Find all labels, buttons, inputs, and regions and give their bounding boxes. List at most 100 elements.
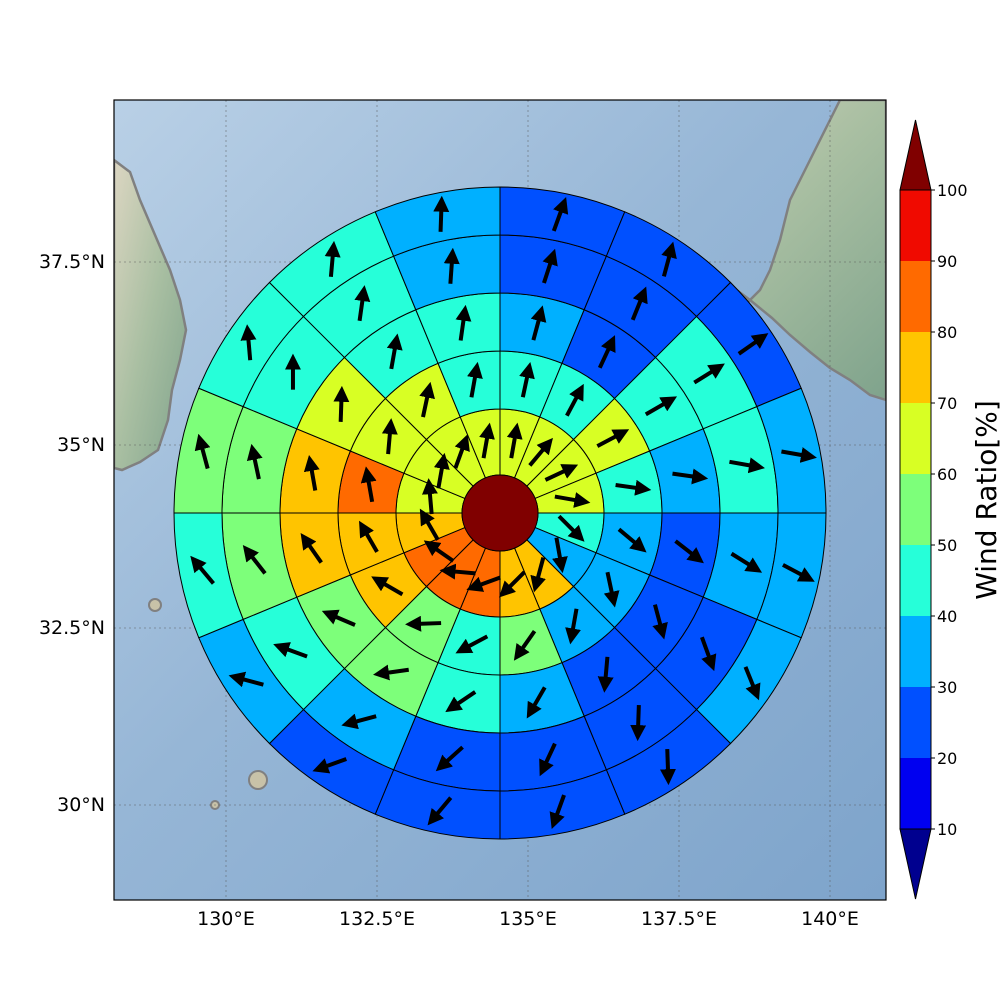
wind-arrow bbox=[644, 396, 678, 417]
wind-arrow bbox=[373, 664, 410, 681]
wind-arrow bbox=[528, 437, 553, 467]
wind-arrow bbox=[539, 742, 557, 777]
wind-arrow bbox=[341, 713, 377, 730]
colorbar bbox=[899, 119, 932, 900]
wind-arrow bbox=[596, 429, 630, 448]
wind-arrow bbox=[729, 457, 765, 474]
lat-tick-labels: 37.5°N 35°N 32.5°N 30°N bbox=[39, 251, 105, 816]
wind-arrow bbox=[421, 478, 438, 515]
wind-arrow bbox=[659, 749, 676, 786]
wind-arrow bbox=[552, 537, 568, 574]
colorbar-label: Wind Ratio[%] bbox=[970, 400, 1000, 600]
wind-arrow bbox=[551, 197, 569, 232]
wind-arrow bbox=[603, 571, 620, 608]
wind-arrow bbox=[674, 539, 704, 564]
wind-arrow bbox=[526, 686, 547, 719]
wind-arrow bbox=[453, 434, 470, 469]
wind-arrow bbox=[359, 520, 379, 553]
wind-arrow bbox=[617, 527, 647, 553]
wind-arrow bbox=[455, 304, 472, 341]
wind-arrow bbox=[427, 796, 453, 826]
wind-arrow bbox=[405, 615, 442, 632]
colorbar-tick-label: 60 bbox=[937, 465, 957, 484]
lon-tick-label: 135°E bbox=[499, 908, 557, 930]
wind-arrow bbox=[242, 544, 267, 575]
colorbar-segment bbox=[900, 332, 931, 403]
wind-arrow bbox=[630, 704, 647, 742]
colorbar-segment bbox=[900, 474, 931, 545]
wind-arrow bbox=[333, 385, 350, 422]
wind-arrow bbox=[530, 305, 547, 341]
wind-arrow bbox=[506, 422, 523, 459]
wind-arrow bbox=[498, 570, 526, 598]
wind-arrow bbox=[386, 333, 403, 370]
wind-arrow bbox=[565, 383, 584, 417]
colorbar-segment bbox=[900, 261, 931, 332]
wind-arrow bbox=[303, 455, 320, 491]
colorbar-tick-label: 70 bbox=[937, 394, 957, 413]
wind-ratio-sector bbox=[374, 186, 501, 257]
wind-arrow bbox=[371, 576, 404, 597]
colorbar-segment bbox=[900, 616, 931, 687]
wind-arrow bbox=[597, 335, 616, 369]
wind-arrow bbox=[479, 422, 495, 459]
colorbar-frame bbox=[899, 189, 932, 830]
wind-arrow bbox=[194, 433, 211, 470]
wind-arrow bbox=[544, 464, 579, 482]
wind-arrow bbox=[228, 671, 264, 688]
colorbar-tick-labels: 10 20 30 40 50 60 70 80 90 100 bbox=[931, 181, 968, 839]
map-frame bbox=[113, 99, 887, 901]
wind-arrow bbox=[630, 286, 648, 321]
colorbar-tick-label: 10 bbox=[937, 820, 957, 839]
lat-tick-label: 37.5°N bbox=[39, 251, 105, 273]
wind-arrow bbox=[661, 241, 677, 277]
wind-arrow bbox=[781, 447, 817, 463]
wind-arrow bbox=[557, 514, 585, 542]
colorbar-tick-label: 50 bbox=[937, 536, 957, 555]
center-cell bbox=[461, 474, 539, 552]
lon-tick-label: 130°E bbox=[197, 908, 255, 930]
wind-arrow bbox=[300, 533, 323, 564]
wind-arrow bbox=[513, 630, 537, 661]
wind-arrow bbox=[730, 551, 763, 573]
colorbar-tick-label: 40 bbox=[937, 607, 957, 626]
colorbar-segment bbox=[900, 758, 931, 829]
colorbar-extend-min bbox=[899, 828, 932, 900]
lon-tick-label: 137.5°E bbox=[641, 908, 717, 930]
lat-tick-label: 35°N bbox=[57, 434, 105, 456]
wind-arrow bbox=[530, 557, 546, 593]
island bbox=[148, 598, 162, 612]
colorbar-segment bbox=[900, 403, 931, 474]
colorbar-tick-label: 90 bbox=[937, 252, 957, 271]
wind-arrow bbox=[360, 466, 377, 503]
wind-arrow bbox=[354, 285, 371, 322]
wind-arrows bbox=[190, 195, 817, 829]
wind-arrow bbox=[782, 563, 815, 582]
land-korea bbox=[114, 158, 188, 472]
wind-arrow bbox=[597, 656, 614, 693]
wind-arrow bbox=[439, 563, 476, 580]
island bbox=[248, 770, 268, 790]
wind-arrow bbox=[433, 452, 450, 489]
lon-tick-label: 132.5°E bbox=[339, 908, 415, 930]
wind-arrow bbox=[273, 642, 308, 659]
wind-arrow bbox=[423, 540, 455, 563]
wind-arrow bbox=[445, 690, 477, 713]
wind-arrow bbox=[443, 247, 460, 284]
colorbar-tick-label: 20 bbox=[937, 749, 957, 768]
colorbar-segment bbox=[900, 545, 931, 616]
colorbar-tick-label: 100 bbox=[937, 181, 968, 200]
wind-arrow bbox=[672, 468, 709, 485]
wind-arrow bbox=[519, 361, 535, 398]
wind-arrow bbox=[737, 333, 769, 356]
colorbar-tick-label: 80 bbox=[937, 323, 957, 342]
wind-arrow bbox=[381, 418, 398, 455]
wind-arrow bbox=[466, 575, 501, 592]
wind-arrow bbox=[467, 361, 483, 398]
wind-arrow bbox=[700, 636, 717, 672]
wind-arrow bbox=[565, 608, 581, 645]
colorbar-segment bbox=[900, 687, 931, 758]
wind-arrow bbox=[615, 479, 652, 496]
wind-arrow bbox=[549, 794, 566, 829]
wind-arrow bbox=[312, 757, 347, 774]
